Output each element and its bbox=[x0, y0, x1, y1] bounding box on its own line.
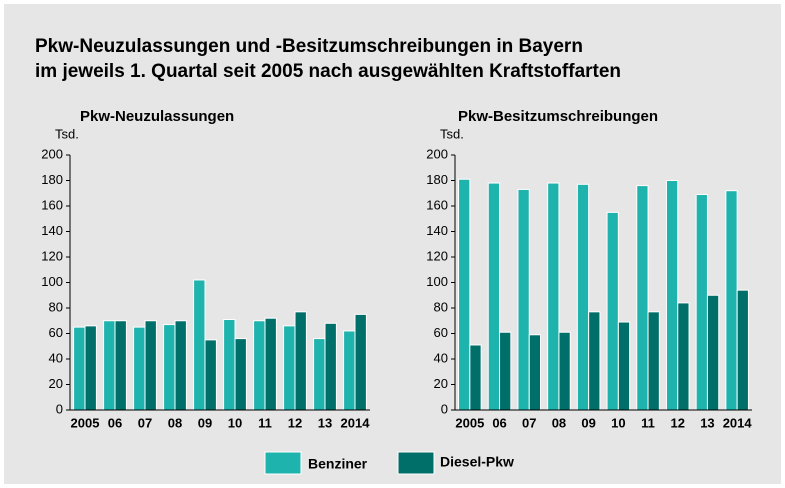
x-tick-label: 08 bbox=[552, 415, 566, 430]
x-tick-label: 2005 bbox=[71, 415, 100, 430]
bar bbox=[234, 338, 247, 411]
chart-title: Pkw-Neuzulassungen und -Besitzumschreibu… bbox=[35, 36, 583, 57]
x-tick-label: 10 bbox=[611, 415, 625, 430]
x-tick-label: 12 bbox=[671, 415, 685, 430]
y-tick-label: 180 bbox=[41, 172, 63, 187]
bar bbox=[469, 344, 482, 411]
x-tick-label: 2005 bbox=[455, 415, 484, 430]
x-tick-label: 13 bbox=[318, 415, 332, 430]
bar bbox=[204, 339, 217, 411]
bar bbox=[324, 322, 337, 411]
bar bbox=[487, 182, 501, 411]
bar bbox=[665, 180, 679, 411]
bar bbox=[576, 183, 590, 411]
bar bbox=[343, 330, 356, 411]
x-tick-label: 2014 bbox=[341, 415, 371, 430]
bar bbox=[193, 279, 206, 411]
subtitle: Pkw-Neuzulassungen bbox=[80, 108, 234, 125]
x-tick-label: 11 bbox=[258, 415, 272, 430]
x-tick-label: 09 bbox=[581, 415, 595, 430]
x-tick-label: 07 bbox=[522, 415, 536, 430]
y-tick-label: 160 bbox=[426, 197, 448, 212]
x-tick-label: 06 bbox=[108, 415, 122, 430]
y-tick-label: 60 bbox=[434, 325, 448, 340]
bar bbox=[517, 188, 530, 411]
bar bbox=[354, 313, 367, 411]
bar bbox=[253, 320, 266, 411]
bar bbox=[114, 320, 127, 411]
y-tick-label: 200 bbox=[426, 146, 448, 161]
y-tick-label: 80 bbox=[49, 299, 63, 314]
y-tick-label: 120 bbox=[426, 248, 448, 263]
bar bbox=[617, 321, 631, 411]
x-tick-label: 07 bbox=[138, 415, 152, 430]
y-tick-label: 120 bbox=[41, 248, 63, 263]
y-tick-label: 0 bbox=[441, 401, 448, 416]
bar bbox=[103, 320, 116, 411]
y-tick-label: 140 bbox=[41, 223, 63, 238]
y-tick-label: 80 bbox=[434, 299, 448, 314]
bar bbox=[458, 178, 471, 411]
x-tick-label: 09 bbox=[198, 415, 212, 430]
bar bbox=[558, 331, 571, 411]
legend-label: Diesel-Pkw bbox=[440, 454, 514, 470]
y-tick-label: 40 bbox=[434, 350, 448, 365]
x-tick-label: 13 bbox=[700, 415, 714, 430]
bar bbox=[725, 190, 738, 411]
y-tick-label: 200 bbox=[41, 146, 63, 161]
bar bbox=[133, 326, 146, 411]
bar bbox=[264, 317, 277, 411]
bar bbox=[499, 331, 512, 411]
bar bbox=[736, 289, 749, 411]
bar bbox=[636, 185, 649, 411]
x-tick-label: 06 bbox=[492, 415, 506, 430]
bar bbox=[647, 311, 660, 411]
bar bbox=[547, 182, 560, 411]
y-unit: Tsd. bbox=[55, 126, 79, 141]
y-tick-label: 0 bbox=[56, 401, 63, 416]
bar bbox=[174, 320, 187, 411]
legend-label: Benziner bbox=[308, 456, 368, 472]
bar bbox=[144, 320, 157, 411]
x-tick-label: 10 bbox=[228, 415, 242, 430]
x-tick-label: 2014 bbox=[723, 415, 753, 430]
y-tick-label: 180 bbox=[426, 172, 448, 187]
chart-title: im jeweils 1. Quartal seit 2005 nach aus… bbox=[35, 61, 621, 82]
bar bbox=[606, 211, 619, 411]
subtitle: Pkw-Besitzumschreibungen bbox=[458, 108, 658, 125]
legend-swatch bbox=[264, 451, 302, 475]
bar bbox=[706, 294, 720, 411]
x-tick-label: 11 bbox=[641, 415, 655, 430]
y-tick-label: 60 bbox=[49, 325, 63, 340]
y-tick-label: 20 bbox=[434, 376, 448, 391]
y-tick-label: 160 bbox=[41, 197, 63, 212]
y-unit: Tsd. bbox=[440, 126, 464, 141]
y-tick-label: 140 bbox=[426, 223, 448, 238]
x-tick-label: 12 bbox=[288, 415, 302, 430]
bar bbox=[223, 318, 236, 411]
bar bbox=[84, 325, 97, 411]
y-tick-label: 20 bbox=[49, 376, 63, 391]
bar bbox=[283, 325, 296, 411]
y-tick-label: 100 bbox=[41, 274, 63, 289]
y-tick-label: 100 bbox=[426, 274, 448, 289]
bar bbox=[695, 194, 708, 411]
bar bbox=[73, 326, 86, 411]
bar bbox=[528, 334, 542, 411]
bar bbox=[294, 311, 307, 411]
bar bbox=[313, 338, 326, 411]
y-tick-label: 40 bbox=[49, 350, 63, 365]
bar bbox=[163, 324, 176, 411]
bar bbox=[588, 311, 601, 411]
legend-swatch bbox=[397, 451, 435, 475]
bar bbox=[677, 302, 690, 411]
x-tick-label: 08 bbox=[168, 415, 182, 430]
